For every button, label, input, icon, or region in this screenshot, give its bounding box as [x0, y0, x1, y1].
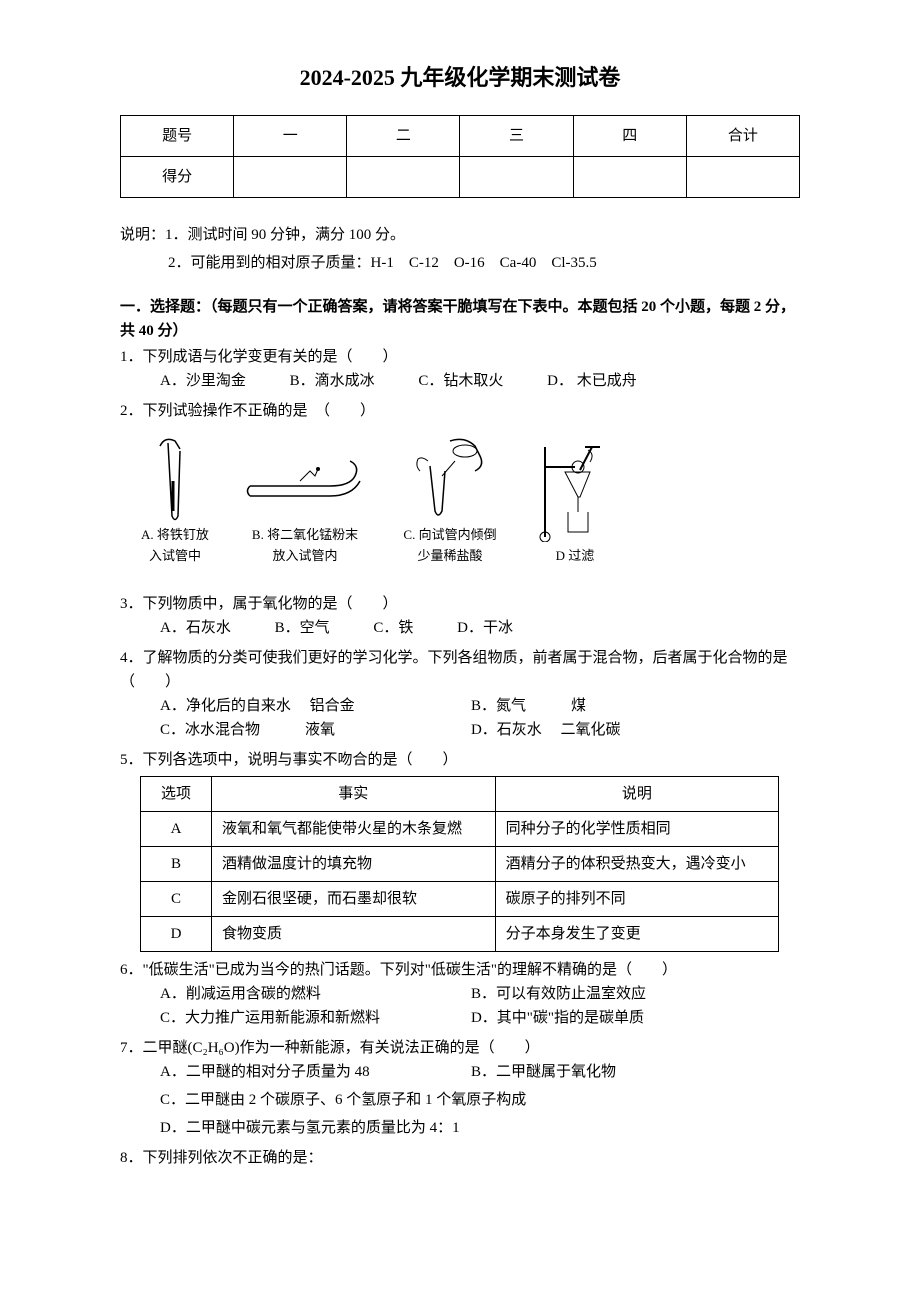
blank-cell — [686, 157, 799, 198]
opt-b: B．滴水成冰 — [290, 369, 375, 393]
q-stem: 5．下列各选项中，说明与事实不吻合的是（ ） — [120, 748, 800, 772]
notes: 说明：1．测试时间 90 分钟，满分 100 分。 2．可能用到的相对原子质量：… — [120, 223, 800, 275]
blank-cell — [573, 157, 686, 198]
hdr-cell: 二 — [347, 116, 460, 157]
question-8: 8．下列排列依次不正确的是： — [120, 1146, 800, 1170]
score-table: 题号 一 二 三 四 合计 得分 — [120, 115, 800, 198]
th: 说明 — [495, 776, 779, 811]
fig-b: B. 将二氧化锰粉末 放入试管内 — [240, 451, 370, 567]
facts-table: 选项 事实 说明 A 液氧和氧气都能使带火星的木条复燃 同种分子的化学性质相同 … — [140, 776, 779, 952]
question-5: 5．下列各选项中，说明与事实不吻合的是（ ） 选项 事实 说明 A 液氧和氧气都… — [120, 748, 800, 952]
table-row: 得分 — [121, 157, 800, 198]
td: 分子本身发生了变更 — [495, 916, 779, 951]
table-row: D 食物变质 分子本身发生了变更 — [141, 916, 779, 951]
blank-cell — [234, 157, 347, 198]
th: 选项 — [141, 776, 212, 811]
question-6: 6．"低碳生活"已成为当今的热门话题。下列对"低碳生活"的理解不精确的是（ ） … — [120, 958, 800, 1030]
opt-b: B．空气 — [275, 616, 330, 640]
fig-label: D 过滤 — [530, 546, 620, 567]
q-stem: 1．下列成语与化学变更有关的是（ ） — [120, 345, 800, 369]
opt-a: A．削减运用含碳的燃料 — [160, 982, 467, 1006]
q-stem: 3．下列物质中，属于氧化物的是（ ） — [120, 592, 800, 616]
td: 同种分子的化学性质相同 — [495, 811, 779, 846]
question-3: 3．下列物质中，属于氧化物的是（ ） A．石灰水 B．空气 C．铁 D．干冰 — [120, 592, 800, 640]
td: 金刚石很坚硬，而石墨却很软 — [212, 881, 496, 916]
opt-d: D．干冰 — [457, 616, 513, 640]
td: C — [141, 881, 212, 916]
opt-a: A．二甲醚的相对分子质量为 48 — [160, 1060, 467, 1084]
th: 事实 — [212, 776, 496, 811]
opt-c: C．冰水混合物 液氧 — [160, 718, 467, 742]
td: D — [141, 916, 212, 951]
opt-d: D．二甲醚中碳元素与氢元素的质量比为 4：1 — [120, 1116, 800, 1140]
opt-c: C．大力推广运用新能源和新燃料 — [160, 1006, 467, 1030]
td: B — [141, 846, 212, 881]
fig-label: C. 向试管内倾倒 — [400, 525, 500, 546]
fig-label: A. 将铁钉放 — [140, 525, 210, 546]
question-4: 4．了解物质的分类可使我们更好的学习化学。下列各组物质，前者属于混合物，后者属于… — [120, 646, 800, 742]
opt-c: C．钻木取火 — [418, 369, 503, 393]
fig-label: B. 将二氧化锰粉末 — [240, 525, 370, 546]
question-1: 1．下列成语与化学变更有关的是（ ） A．沙里淘金 B．滴水成冰 C．钻木取火 … — [120, 345, 800, 393]
q-stem: 7．二甲醚(C₂H₆O)作为一种新能源，有关说法正确的是（ ） — [120, 1036, 800, 1060]
fig-label: 放入试管内 — [240, 546, 370, 567]
hdr-cell: 一 — [234, 116, 347, 157]
question-2: 2．下列试验操作不正确的是 （ ） A. 将铁钉放 入试管中 B. 将二氧化锰粉… — [120, 399, 800, 567]
question-7: 7．二甲醚(C₂H₆O)作为一种新能源，有关说法正确的是（ ） A．二甲醚的相对… — [120, 1036, 800, 1140]
opt-a: A．沙里淘金 — [160, 369, 246, 393]
row-label: 得分 — [121, 157, 234, 198]
opt-a: A．净化后的自来水 铝合金 — [160, 694, 467, 718]
fig-a: A. 将铁钉放 入试管中 — [140, 431, 210, 567]
td: 食物变质 — [212, 916, 496, 951]
figure-row: A. 将铁钉放 入试管中 B. 将二氧化锰粉末 放入试管内 C. 向试管内倾 — [120, 431, 800, 567]
q-stem: 4．了解物质的分类可使我们更好的学习化学。下列各组物质，前者属于混合物，后者属于… — [120, 646, 800, 694]
hdr-cell: 合计 — [686, 116, 799, 157]
blank-cell — [347, 157, 460, 198]
opt-b: B．氮气 煤 — [471, 694, 778, 718]
table-row: C 金刚石很坚硬，而石墨却很软 碳原子的排列不同 — [141, 881, 779, 916]
td: 碳原子的排列不同 — [495, 881, 779, 916]
opt-d: D． 木已成舟 — [547, 369, 637, 393]
hdr-cell: 三 — [460, 116, 573, 157]
td: 酒精分子的体积受热变大，遇冷变小 — [495, 846, 779, 881]
td: 酒精做温度计的填充物 — [212, 846, 496, 881]
fig-c: C. 向试管内倾倒 少量稀盐酸 — [400, 431, 500, 567]
blank-cell — [460, 157, 573, 198]
table-row: 选项 事实 说明 — [141, 776, 779, 811]
fig-label: 少量稀盐酸 — [400, 546, 500, 567]
hdr-cell: 题号 — [121, 116, 234, 157]
note-line: 2．可能用到的相对原子质量：H-1 C-12 O-16 Ca-40 Cl-35.… — [120, 251, 800, 275]
section-header: 一．选择题：（每题只有一个正确答案，请将答案干脆填写在下表中。本题包括 20 个… — [120, 295, 800, 343]
opt-b: B．可以有效防止温室效应 — [471, 982, 778, 1006]
filter-icon — [530, 442, 620, 542]
table-row: 题号 一 二 三 四 合计 — [121, 116, 800, 157]
fig-label: 入试管中 — [140, 546, 210, 567]
opt-a: A．石灰水 — [160, 616, 231, 640]
td: A — [141, 811, 212, 846]
tube-icon — [140, 431, 210, 521]
opt-c: C．铁 — [373, 616, 413, 640]
td: 液氧和氧气都能使带火星的木条复燃 — [212, 811, 496, 846]
tube-icon — [240, 451, 370, 521]
fig-d: D 过滤 — [530, 442, 620, 567]
hdr-cell: 四 — [573, 116, 686, 157]
opt-b: B．二甲醚属于氧化物 — [471, 1060, 778, 1084]
opt-d: D．其中"碳"指的是碳单质 — [471, 1006, 778, 1030]
q-stem: 2．下列试验操作不正确的是 （ ） — [120, 399, 800, 423]
opt-c: C．二甲醚由 2 个碳原子、6 个氢原子和 1 个氧原子构成 — [120, 1088, 800, 1112]
note-line: 说明：1．测试时间 90 分钟，满分 100 分。 — [120, 223, 800, 247]
doc-title: 2024-2025 九年级化学期末测试卷 — [120, 60, 800, 95]
opt-d: D．石灰水 二氧化碳 — [471, 718, 778, 742]
table-row: B 酒精做温度计的填充物 酒精分子的体积受热变大，遇冷变小 — [141, 846, 779, 881]
pour-icon — [400, 431, 500, 521]
table-row: A 液氧和氧气都能使带火星的木条复燃 同种分子的化学性质相同 — [141, 811, 779, 846]
q-stem: 8．下列排列依次不正确的是： — [120, 1146, 800, 1170]
q-stem: 6．"低碳生活"已成为当今的热门话题。下列对"低碳生活"的理解不精确的是（ ） — [120, 958, 800, 982]
